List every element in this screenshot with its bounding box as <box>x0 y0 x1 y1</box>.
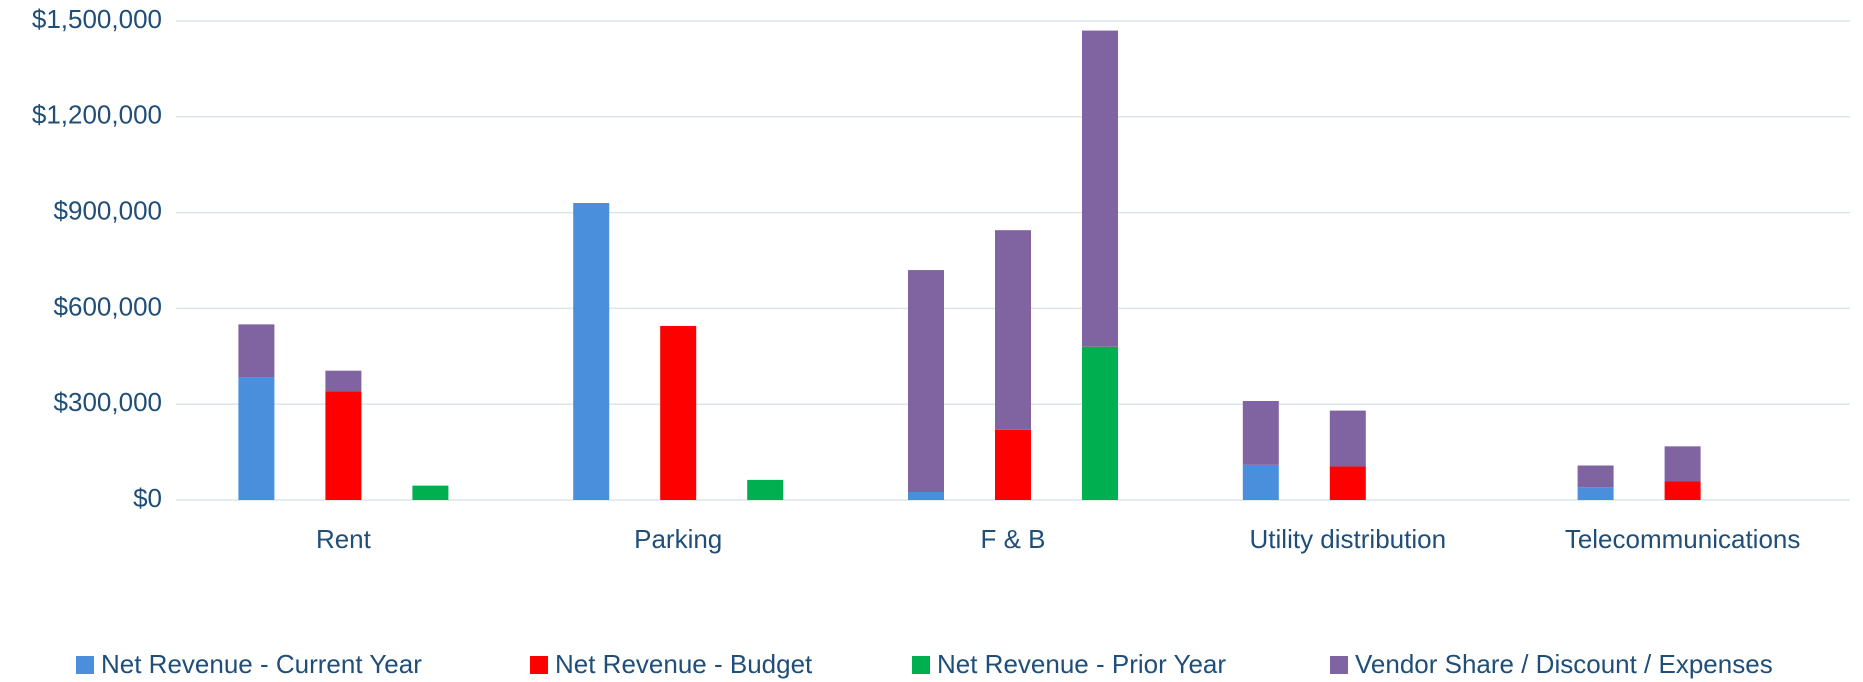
bar-segment <box>1577 465 1614 488</box>
x-tick-label: Parking <box>634 524 722 554</box>
bar-segment <box>1242 401 1279 465</box>
y-tick-label: $1,200,000 <box>32 100 162 130</box>
y-tick-label: $900,000 <box>54 195 162 225</box>
bar-segment <box>995 429 1031 500</box>
legend-swatch <box>1330 656 1348 674</box>
bar-segment <box>660 325 697 500</box>
y-tick-label: $300,000 <box>54 387 162 417</box>
legend-swatch <box>912 656 930 674</box>
bar-segment <box>1577 487 1614 500</box>
legend-swatch <box>530 656 548 674</box>
bar-segment <box>1242 464 1279 500</box>
legend-label: Vendor Share / Discount / Expenses <box>1355 649 1773 679</box>
bar-segment <box>995 230 1031 430</box>
bar-segment <box>573 203 610 500</box>
bar-segment <box>325 370 362 392</box>
bar-segment <box>1664 446 1701 482</box>
legend-label: Net Revenue - Current Year <box>101 649 422 679</box>
x-tick-label: F & B <box>980 524 1045 554</box>
bar-segment <box>238 377 275 500</box>
bar-segment <box>412 485 449 500</box>
bar-segment <box>1329 410 1366 467</box>
bar-segment <box>908 270 944 493</box>
legend-label: Net Revenue - Prior Year <box>937 649 1226 679</box>
bar-segment <box>1082 30 1118 347</box>
bar-segment <box>1664 481 1701 500</box>
bar-segment <box>325 391 362 500</box>
y-tick-label: $0 <box>133 483 162 513</box>
x-tick-label: Rent <box>316 524 372 554</box>
bar-segment <box>1082 346 1118 500</box>
bar-segment <box>238 324 275 378</box>
bar-segment <box>747 479 784 500</box>
bar-segment <box>908 492 944 500</box>
x-tick-label: Telecommunications <box>1565 524 1801 554</box>
x-tick-label: Utility distribution <box>1250 524 1447 554</box>
bar-segment <box>1329 466 1366 500</box>
legend-label: Net Revenue - Budget <box>555 649 813 679</box>
legend-swatch <box>76 656 94 674</box>
y-tick-label: $1,500,000 <box>32 4 162 34</box>
y-tick-label: $600,000 <box>54 291 162 321</box>
